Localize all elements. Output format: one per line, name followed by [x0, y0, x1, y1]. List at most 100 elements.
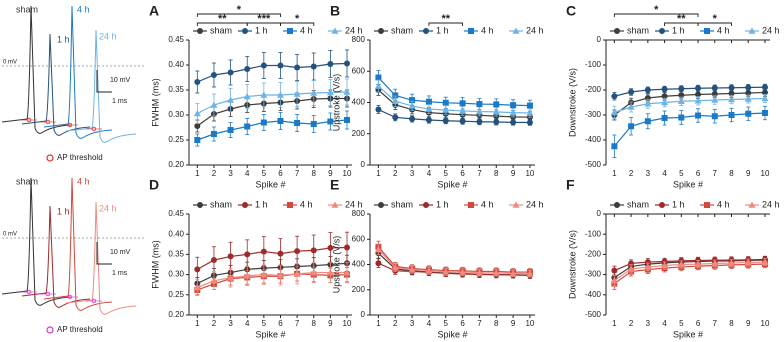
legend-label: sham [391, 25, 413, 35]
legend-label: sham [210, 199, 232, 209]
x-tick-label: 6 [696, 319, 701, 328]
legend-label: 1 h [672, 25, 685, 35]
y-axis-label: Upstroke (V/s) [331, 236, 341, 294]
data-point [326, 269, 334, 276]
y-axis-label: Downstroke (V/s) [567, 230, 577, 299]
trace-label: 4 h [77, 4, 90, 14]
series-line [614, 259, 765, 279]
panel-letter: D [149, 177, 159, 193]
data-point [310, 121, 317, 127]
data-point [761, 84, 768, 91]
legend-label: 4 h [300, 25, 313, 35]
x-tick-label: 7 [295, 169, 300, 178]
data-point [227, 253, 234, 260]
series-line [378, 89, 530, 118]
series-line [196, 97, 348, 127]
x-tick-label: 9 [328, 169, 333, 178]
data-point [661, 258, 668, 265]
data-point [210, 277, 218, 284]
series-line [378, 85, 530, 114]
legend-label: 24 h [345, 199, 363, 209]
x-tick-label: 2 [212, 319, 217, 328]
significance-label: *** [257, 13, 271, 25]
chart-panel: C -500 -400 -300 -200 -100 0 Downstroke (V/s) 1 2… [566, 3, 780, 190]
significance-bracket [697, 22, 732, 26]
x-tick-label: 9 [511, 319, 516, 328]
data-point [343, 88, 351, 95]
x-tick-label: 2 [393, 169, 398, 178]
x-tick-label: 10 [343, 319, 352, 328]
data-point [310, 269, 318, 276]
x-axis-label: Spike # [437, 179, 467, 189]
series-line [614, 258, 765, 272]
threshold-legend-marker [46, 326, 54, 334]
data-point [294, 248, 301, 255]
y-tick-label: 600 [352, 66, 366, 75]
data-point [711, 85, 718, 91]
trace-label: 24 h [99, 31, 117, 41]
data-point [510, 119, 517, 126]
data-point [194, 79, 201, 85]
legend-label: 4 h [717, 199, 730, 209]
y-axis-label: FWHM (ms) [150, 78, 160, 126]
x-tick-label: 5 [444, 169, 449, 178]
data-point [227, 69, 234, 76]
y-tick-label: -300 [585, 110, 602, 119]
data-point [745, 90, 752, 96]
data-point [277, 62, 284, 69]
legend-label: 24 h [762, 25, 780, 35]
x-tick-label: 1 [195, 319, 200, 328]
x-axis-label: Spike # [437, 329, 467, 339]
data-point [194, 137, 201, 143]
x-tick-label: 7 [477, 319, 482, 328]
x-tick-label: 1 [612, 169, 617, 178]
data-point [277, 118, 284, 124]
data-point [294, 120, 301, 126]
x-tick-label: 10 [761, 319, 770, 328]
trace-label: sham [16, 4, 38, 14]
data-point [243, 93, 251, 100]
x-tick-label: 8 [312, 319, 317, 328]
x-tick-label: 6 [278, 319, 283, 328]
y-tick-label: 0.45 [168, 209, 184, 218]
x-tick-label: 5 [262, 169, 267, 178]
data-point [661, 86, 668, 93]
data-point [442, 106, 450, 113]
x-tick-label: 9 [746, 319, 751, 328]
y-tick-label: 0 [597, 35, 602, 44]
y-tick-label: -500 [585, 160, 602, 169]
data-point [661, 262, 669, 269]
scale-bar [96, 70, 112, 93]
series-line [197, 271, 348, 289]
series-line [197, 91, 348, 115]
x-tick-label: 5 [679, 319, 684, 328]
data-point [193, 110, 201, 117]
y-tick-label: -400 [585, 135, 602, 144]
data-point [611, 93, 618, 100]
significance-bracket [280, 22, 315, 26]
data-point [678, 85, 685, 92]
data-point [694, 260, 702, 267]
x-tick-label: 7 [477, 169, 482, 178]
y-tick-label: 0.30 [168, 270, 184, 279]
data-point [276, 91, 284, 98]
data-point [294, 64, 301, 71]
data-point [425, 105, 433, 112]
data-point [695, 91, 702, 98]
data-point [210, 72, 217, 78]
y-tick-label: -500 [585, 310, 602, 319]
data-point [293, 270, 301, 277]
x-tick-label: 5 [444, 319, 449, 328]
x-tick-label: 8 [494, 169, 499, 178]
data-point [628, 89, 635, 95]
data-point [745, 110, 752, 117]
significance-bracket [428, 22, 464, 26]
threshold-marker [67, 294, 73, 300]
x-tick-label: 1 [612, 319, 617, 328]
ap-trace [1, 5, 72, 134]
scale-v: 10 mV [110, 249, 131, 256]
y-tick-label: 400 [352, 260, 366, 269]
x-tick-label: 6 [460, 319, 465, 328]
y-tick-label: 0.40 [168, 229, 184, 238]
threshold-marker [45, 119, 51, 125]
